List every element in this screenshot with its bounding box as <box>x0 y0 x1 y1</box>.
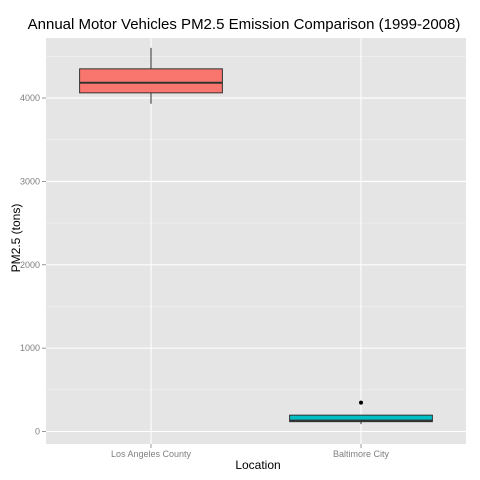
major-gridlines <box>46 38 466 444</box>
y-axis-title: PM2.5 (tons) <box>9 204 23 273</box>
y-tick-label: 1000 <box>20 343 40 353</box>
y-tick-label: 2000 <box>20 260 40 270</box>
box-1 <box>79 47 223 104</box>
x-tick-label: Baltimore City <box>333 449 390 459</box>
box-series <box>79 47 433 425</box>
plot-panel <box>46 38 466 444</box>
box-iqr <box>79 68 223 94</box>
y-axis: 0 1000 2000 3000 4000 <box>20 93 46 436</box>
x-axis-title: Location <box>235 458 280 472</box>
chart-title: Annual Motor Vehicles PM2.5 Emission Com… <box>28 16 461 33</box>
minor-gridlines <box>46 56 466 391</box>
y-tick-label: 0 <box>35 426 40 436</box>
box-iqr <box>289 414 433 423</box>
y-tick-label: 4000 <box>20 93 40 103</box>
outlier-point <box>359 400 363 405</box>
x-tick-label: Los Angeles County <box>111 449 192 459</box>
x-axis: Los Angeles County Baltimore City <box>111 444 390 459</box>
y-tick-label: 3000 <box>20 176 40 186</box>
box-2 <box>289 400 433 425</box>
